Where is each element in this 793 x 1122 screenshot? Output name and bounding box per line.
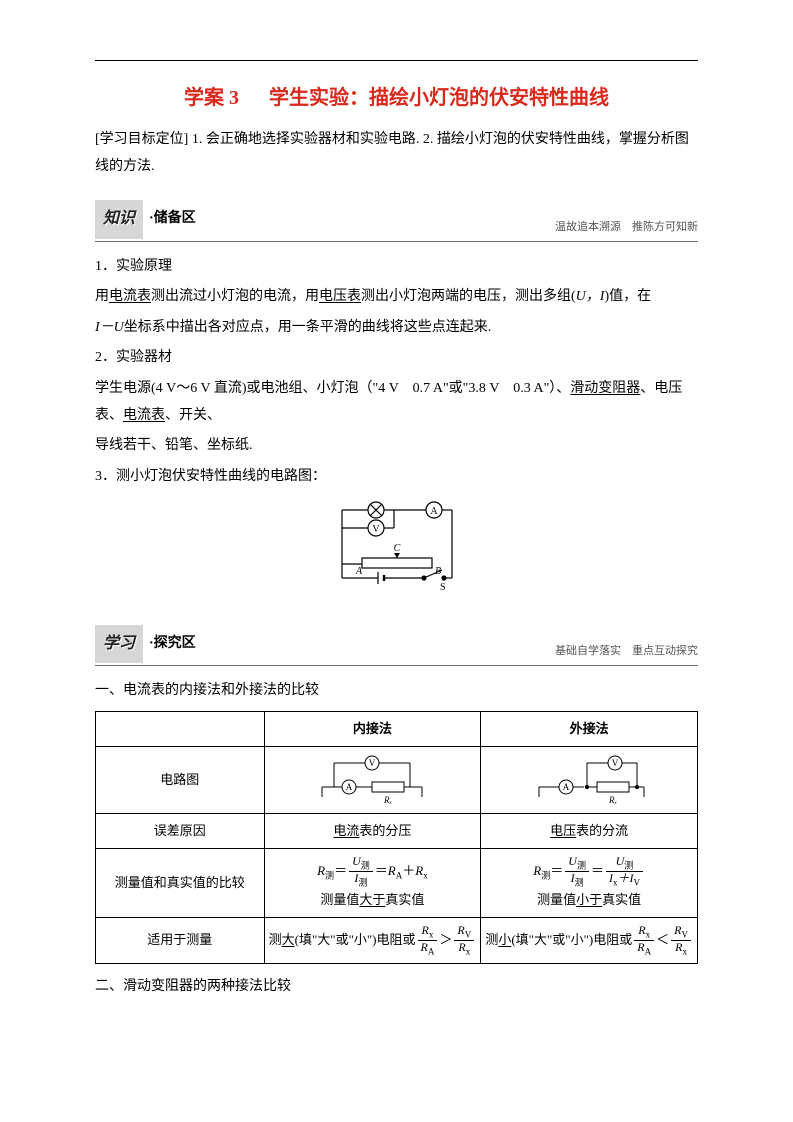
cell: 测大(填"大"或"小")电阻或RxRA＞RVRx bbox=[264, 917, 481, 964]
table-row: 误差原因 电流表的分压 电压表的分流 bbox=[96, 814, 698, 849]
circuit-inner: V A Rₓ bbox=[264, 747, 481, 814]
s1-p2-b: 导线若干、铅笔、坐标纸. bbox=[95, 433, 698, 460]
t: 真实值 bbox=[602, 892, 641, 907]
svg-text:A: A bbox=[563, 782, 570, 792]
section-badge: 知识 bbox=[95, 200, 143, 238]
u: 电流表 bbox=[109, 289, 151, 304]
section-sub: ·储备区 bbox=[149, 206, 196, 233]
section-sub: ·探究区 bbox=[149, 631, 196, 658]
s1-p3-num: 3．测小灯泡伏安特性曲线的电路图： bbox=[95, 464, 698, 491]
title-main: 学生实验：描绘小灯泡的伏安特性曲线 bbox=[269, 87, 609, 109]
u: 电压 bbox=[550, 823, 576, 838]
section-left: 学习 ·探究区 bbox=[95, 625, 196, 665]
th-outer: 外接法 bbox=[481, 711, 698, 746]
cell: 测小(填"大"或"小")电阻或RxRA＜RVRx bbox=[481, 917, 698, 964]
t: 测 bbox=[485, 932, 498, 947]
t: 测量值 bbox=[320, 892, 359, 907]
t: (填"大"或"小")电阻或 bbox=[511, 932, 632, 947]
cell: 电流表的分压 bbox=[264, 814, 481, 849]
row-label: 测量值和真实值的比较 bbox=[96, 849, 265, 918]
u: 电压表 bbox=[319, 289, 361, 304]
th-blank bbox=[96, 711, 265, 746]
svg-text:A: A bbox=[355, 566, 363, 577]
s2-h2: 二、滑动变阻器的两种接法比较 bbox=[95, 974, 698, 1001]
svg-text:V: V bbox=[612, 758, 619, 768]
var: I－U bbox=[95, 320, 124, 335]
svg-text:A: A bbox=[430, 506, 438, 517]
svg-text:S: S bbox=[440, 582, 446, 593]
goal-line: [学习目标定位] 1. 会正确地选择实验器材和实验电路. 2. 描绘小灯泡的伏安… bbox=[95, 127, 698, 180]
u: 滑动变阻器 bbox=[570, 381, 640, 396]
u: 大于 bbox=[359, 892, 385, 907]
t: 测出流过小灯泡的电流，用 bbox=[151, 289, 319, 304]
t: 表的分压 bbox=[359, 823, 411, 838]
u: 电流 bbox=[333, 823, 359, 838]
t: 真实值 bbox=[385, 892, 424, 907]
svg-text:A: A bbox=[346, 782, 353, 792]
table-row: 适用于测量 测大(填"大"或"小")电阻或RxRA＞RVRx 测小(填"大"或"… bbox=[96, 917, 698, 964]
svg-text:C: C bbox=[393, 543, 400, 554]
page-title: 学案 3 学生实验：描绘小灯泡的伏安特性曲线 bbox=[95, 79, 698, 117]
t: 学生电源(4 V～6 V 直流)或电池组、小灯泡（"4 V 0.7 A"或"3.… bbox=[95, 381, 570, 396]
u: 大 bbox=[282, 932, 295, 947]
table-row: 电路图 V A Rₓ bbox=[96, 747, 698, 814]
t: (填"大"或"小")电阻或 bbox=[295, 932, 416, 947]
compare-table: 内接法 外接法 电路图 V A Rₓ bbox=[95, 711, 698, 964]
th-inner: 内接法 bbox=[264, 711, 481, 746]
s1-p1-a: 用电流表测出流过小灯泡的电流，用电压表测出小灯泡两端的电压，测出多组(U，I)值… bbox=[95, 284, 698, 311]
row-label: 误差原因 bbox=[96, 814, 265, 849]
row-label: 适用于测量 bbox=[96, 917, 265, 964]
svg-text:Rₓ: Rₓ bbox=[383, 795, 392, 805]
t: 表的分流 bbox=[576, 823, 628, 838]
u: 小于 bbox=[576, 892, 602, 907]
circuit-outer: V A Rₓ bbox=[481, 747, 698, 814]
t: 测出小灯泡两端的电压，测出多组( bbox=[361, 289, 576, 304]
top-rule bbox=[95, 60, 698, 61]
t: 测量值 bbox=[537, 892, 576, 907]
section-right: 温故追本溯源 推陈方可知新 bbox=[555, 217, 698, 241]
section-study: 学习 ·探究区 基础自学落实 重点互动探究 bbox=[95, 625, 698, 666]
svg-text:V: V bbox=[372, 524, 380, 535]
section-knowledge: 知识 ·储备区 温故追本溯源 推陈方可知新 bbox=[95, 200, 698, 241]
section-right: 基础自学落实 重点互动探究 bbox=[555, 641, 698, 665]
s1-p1-b: I－U坐标系中描出各对应点，用一条平滑的曲线将这些点连起来. bbox=[95, 315, 698, 342]
main-circuit-diagram: A V C A B bbox=[95, 498, 698, 605]
t: 测 bbox=[269, 932, 282, 947]
cell: R测＝U测I测＝RA＋Rx 测量值大于真实值 bbox=[264, 849, 481, 918]
var: U，I bbox=[576, 289, 605, 304]
u: 小 bbox=[498, 932, 511, 947]
u: 电流表 bbox=[123, 408, 165, 423]
goal-label: [学习目标定位] bbox=[95, 132, 188, 147]
row-label: 电路图 bbox=[96, 747, 265, 814]
s1-p1-num: 1．实验原理 bbox=[95, 254, 698, 281]
svg-text:V: V bbox=[369, 758, 376, 768]
cell: 电压表的分流 bbox=[481, 814, 698, 849]
t: 、开关、 bbox=[165, 408, 221, 423]
section-left: 知识 ·储备区 bbox=[95, 200, 196, 240]
t: )值，在 bbox=[604, 289, 651, 304]
table-row: 内接法 外接法 bbox=[96, 711, 698, 746]
title-pre: 学案 3 bbox=[184, 87, 239, 109]
t: 坐标系中描出各对应点，用一条平滑的曲线将这些点连起来. bbox=[124, 320, 492, 335]
s1-p2-num: 2．实验器材 bbox=[95, 345, 698, 372]
s2-h1: 一、电流表的内接法和外接法的比较 bbox=[95, 678, 698, 705]
section-badge: 学习 bbox=[95, 625, 143, 663]
cell: R测＝U测I测＝U测Ix＋IV 测量值小于真实值 bbox=[481, 849, 698, 918]
t: 用 bbox=[95, 289, 109, 304]
svg-text:Rₓ: Rₓ bbox=[608, 795, 617, 805]
table-row: 测量值和真实值的比较 R测＝U测I测＝RA＋Rx 测量值大于真实值 R测＝U测I… bbox=[96, 849, 698, 918]
s1-p2-a: 学生电源(4 V～6 V 直流)或电池组、小灯泡（"4 V 0.7 A"或"3.… bbox=[95, 376, 698, 429]
